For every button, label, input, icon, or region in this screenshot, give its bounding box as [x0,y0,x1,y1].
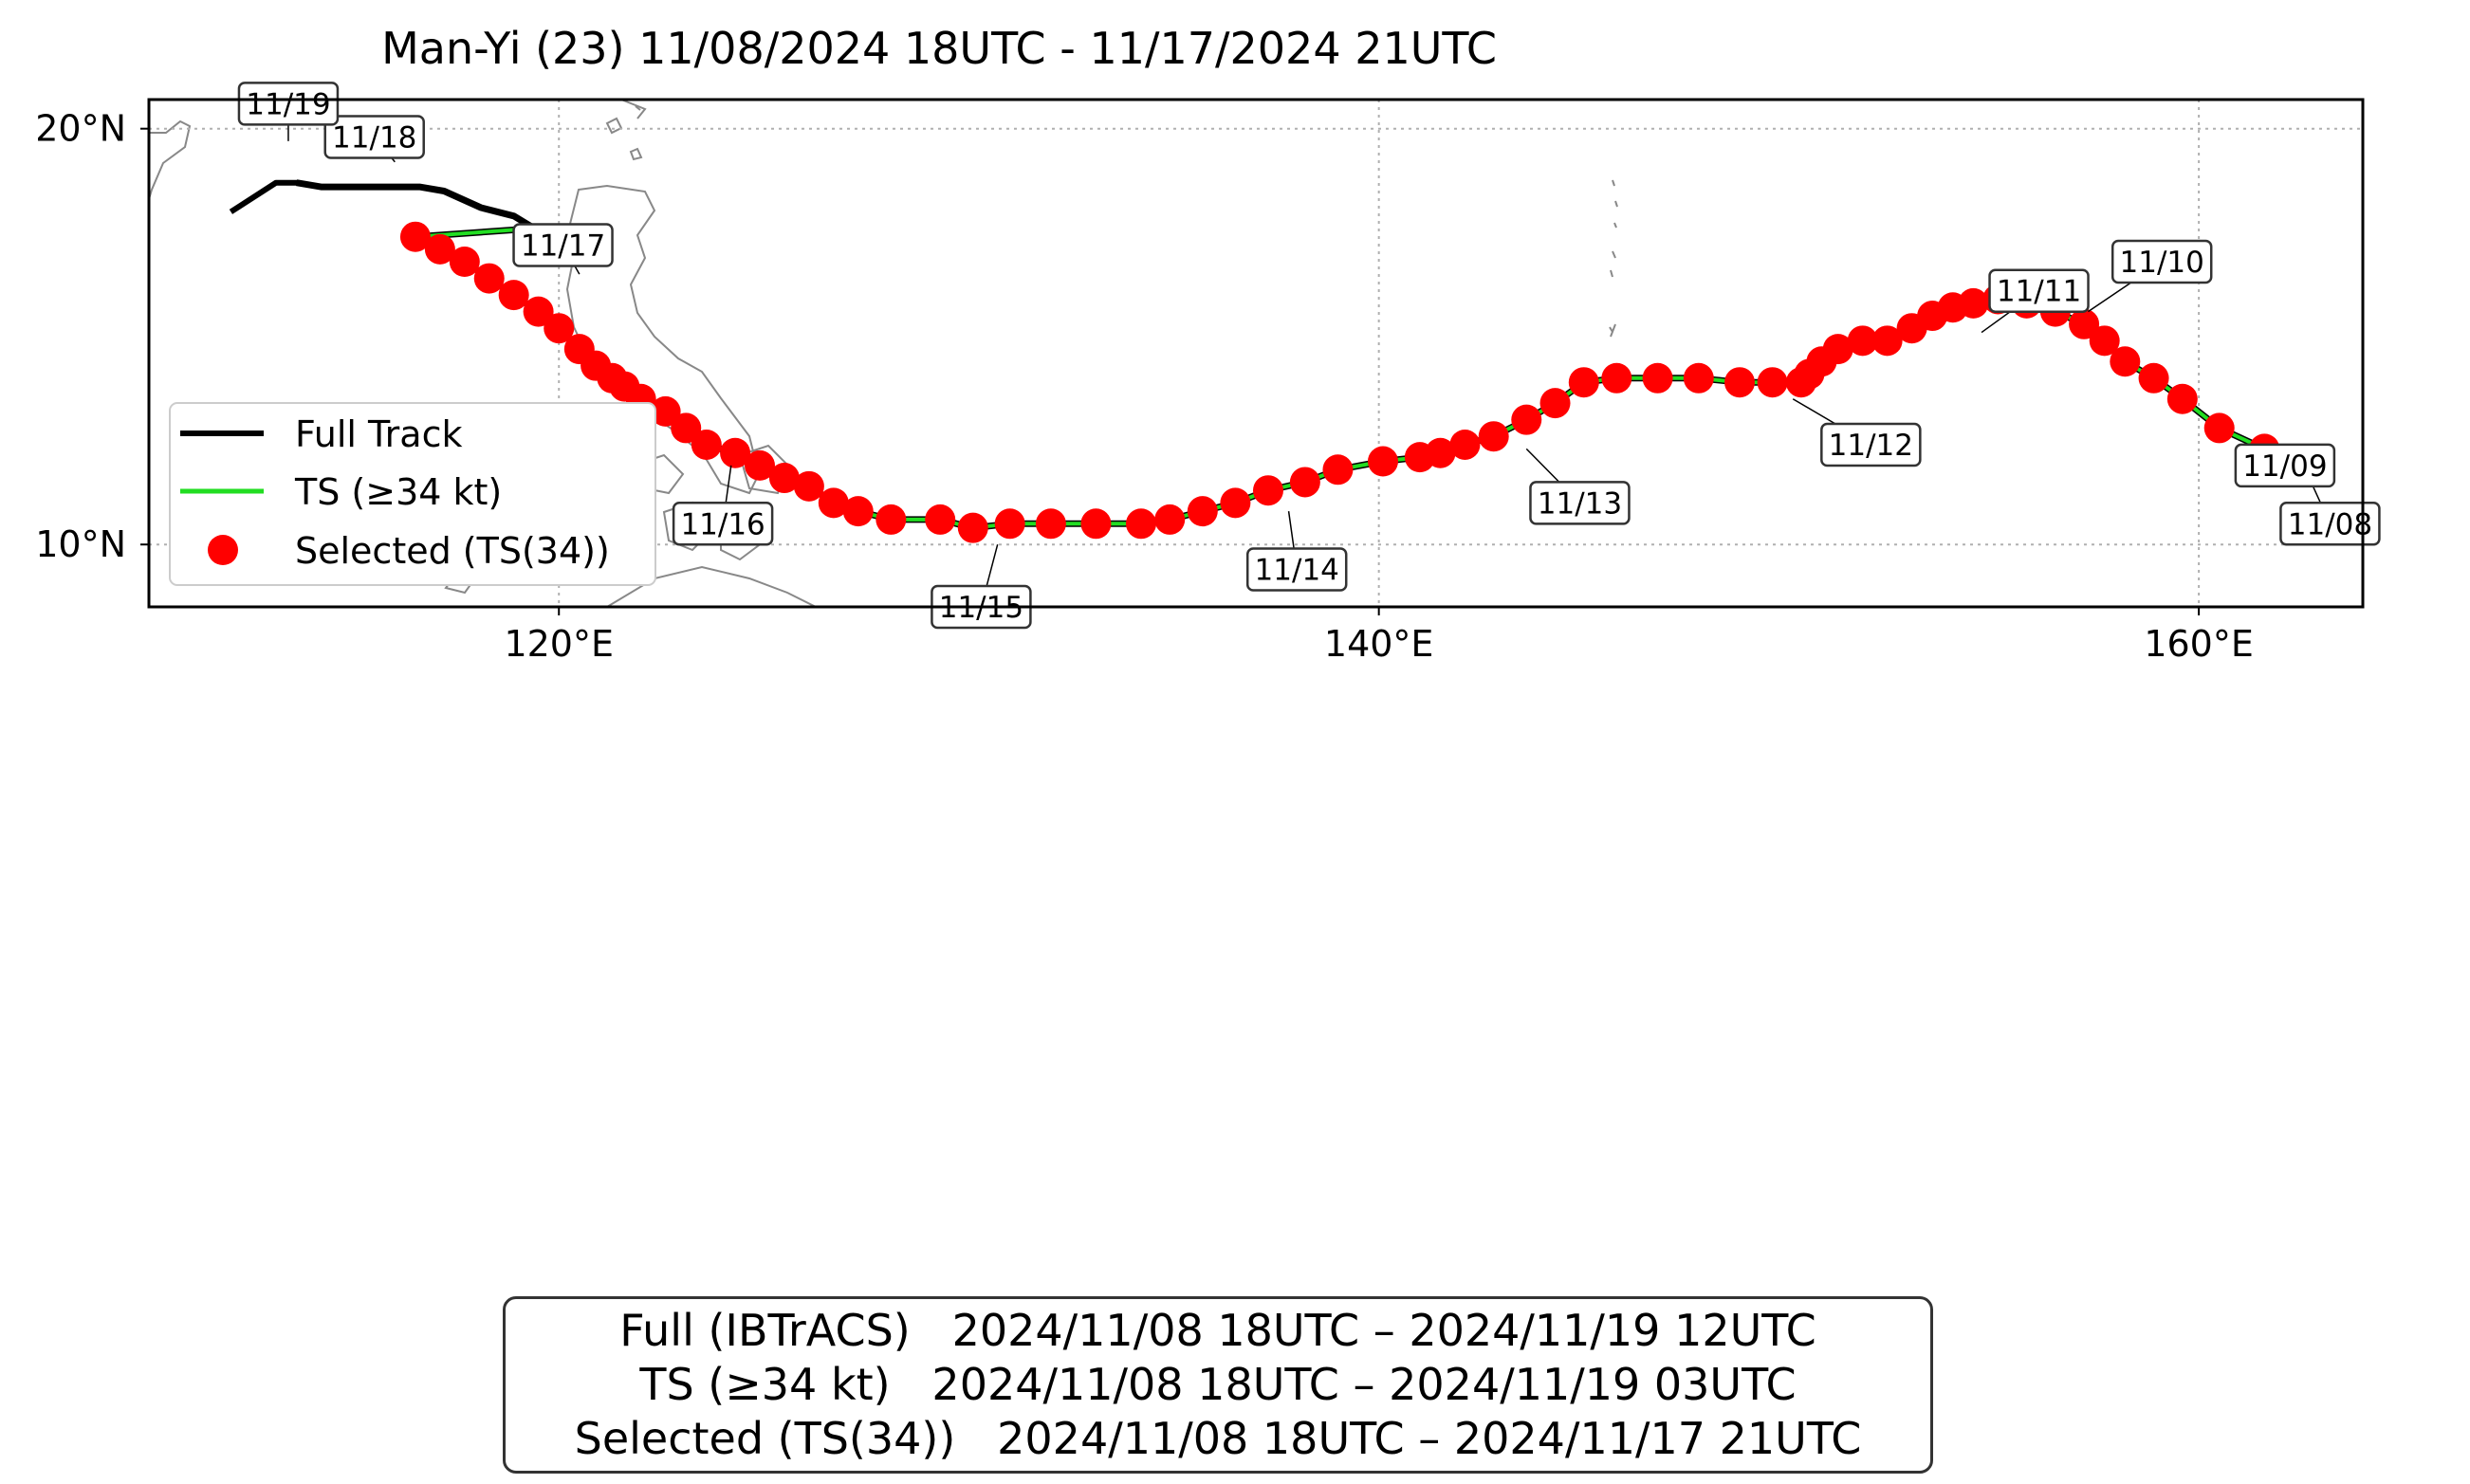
selected-point-29 [1478,421,1509,452]
date-label-box-4 [1820,422,1922,467]
selected-point-26 [1568,367,1599,398]
date-label-box-9 [512,223,614,267]
date-label-6: 11/14 [1255,554,1339,588]
figure-title: Man-Yi (23) 11/08/2024 18UTC - 11/17/202… [381,23,1497,74]
selected-point-23 [1683,362,1714,394]
selected-point-30 [1449,429,1481,460]
selected-point-28 [1511,404,1542,435]
selected-point-20 [1785,367,1816,398]
legend-full-label: Full Track [295,413,463,455]
selected-point-41 [1080,508,1112,540]
date-label-5: 11/13 [1538,486,1622,521]
legend: Full Track TS (≥34 kt) Selected (TS(34)) [169,402,656,586]
date-label-box-5 [1529,481,1631,525]
selected-point-16 [1847,325,1878,357]
y-tick-label-20: 20°N [35,108,126,150]
date-label-box-2 [2111,239,2213,284]
selected-point-4 [2138,362,2169,394]
selected-point-49 [793,470,824,502]
date-label-0: 11/08 [2288,507,2372,541]
selected-point-61 [544,313,575,344]
selected-point-48 [818,487,849,519]
selected-point-65 [449,247,480,278]
info-selected-period: Selected (TS(34)) 2024/11/08 18UTC – 202… [574,1413,1862,1464]
selected-point-45 [925,504,956,535]
date-label-box-11 [237,82,340,126]
selected-point-54 [671,412,702,444]
selected-point-55 [650,395,681,427]
selected-point-42 [1035,508,1066,540]
selected-point-22 [1724,367,1756,398]
selected-point-27 [1539,388,1571,419]
selected-point-53 [691,429,722,460]
map-area: 11/0811/0911/1011/1111/1211/1311/1411/15… [147,82,2381,630]
date-label-8: 11/16 [680,507,765,541]
selected-point-35 [1289,467,1320,498]
selected-point-33 [1367,446,1398,477]
selected-point-43 [994,508,1025,540]
info-ts-period: TS (≥34 kt) 2024/11/08 18UTC – 2024/11/1… [639,1359,1797,1410]
selected-point-62 [523,296,554,327]
date-label-3: 11/11 [1997,275,2081,309]
selected-point-32 [1404,442,1435,473]
full-track-layer [229,179,565,256]
date-label-box-8 [672,502,774,546]
full-track-line [229,179,565,256]
selected-point-52 [720,437,751,468]
legend-selected-label: Selected (TS(34)) [295,530,610,572]
x-tick-label-140: 140°E [1324,623,1434,665]
y-tick-label-10: 10°N [35,523,126,565]
date-label-box-10 [323,115,425,159]
info-full-period: Full (IBTrACS) 2024/11/08 18UTC – 2024/1… [619,1305,1816,1356]
selected-point-40 [1125,508,1156,540]
graticule [149,100,2363,607]
map-frame [147,98,2365,609]
selected-point-24 [1642,362,1673,394]
selected-point-7 [2069,308,2100,339]
selected-point-51 [745,449,776,481]
period-info-box: Full (IBTrACS) 2024/11/08 18UTC – 2024/1… [503,1296,1933,1474]
selected-point-63 [498,280,529,311]
selected-point-2 [2203,412,2235,444]
date-label-10: 11/18 [332,120,416,155]
selected-point-15 [1871,325,1903,357]
selected-point-60 [563,334,595,365]
selected-point-21 [1757,367,1788,398]
selected-point-6 [2089,325,2120,357]
selected-point-64 [473,263,505,294]
x-tick-label-120: 120°E [504,623,614,665]
legend-ts-label: TS (≥34 kt) [294,471,502,513]
legend-selected-swatch [208,535,238,565]
selected-point-38 [1187,496,1218,527]
selected-point-44 [957,512,988,543]
date-labels-layer: 11/0811/0911/1011/1111/1211/1311/1411/15… [237,82,2381,630]
selected-point-47 [842,496,874,527]
date-label-11: 11/19 [246,87,330,121]
selected-point-36 [1252,475,1283,506]
selected-point-14 [1896,313,1927,344]
date-label-9: 11/17 [521,229,605,263]
selected-point-39 [1154,504,1186,535]
selected-point-46 [876,504,907,535]
legend-frame [169,402,656,586]
axis-ticks: 120°E 140°E 160°E 10°N 20°N [35,108,2254,665]
selected-point-67 [399,221,431,252]
date-label-box-3 [1988,268,2090,313]
selected-point-50 [768,463,800,494]
selected-point-3 [2166,383,2198,414]
selected-point-25 [1601,362,1632,394]
selected-point-5 [2110,346,2141,377]
x-tick-label-160: 160°E [2144,623,2254,665]
date-label-box-6 [1245,547,1348,592]
date-label-1: 11/09 [2242,449,2327,484]
date-label-4: 11/12 [1829,429,1913,463]
date-label-box-1 [2234,443,2336,488]
selected-point-34 [1322,454,1354,486]
date-label-2: 11/10 [2120,246,2204,280]
selected-point-37 [1220,487,1251,519]
date-label-box-0 [2279,502,2381,546]
selected-point-66 [424,233,455,265]
